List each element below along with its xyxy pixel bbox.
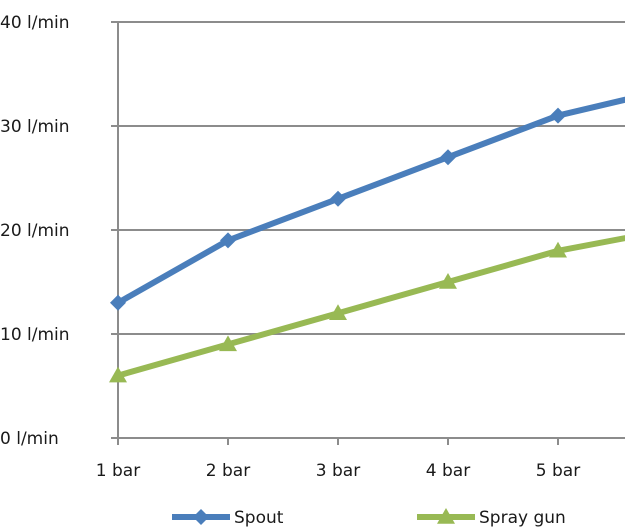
- series-spray-gun: [109, 235, 625, 383]
- legend-item: Spray gun: [417, 508, 566, 528]
- y-tick-label: 0 l/min: [0, 429, 59, 449]
- legend-item: Spout: [172, 508, 284, 528]
- legend-label: Spray gun: [479, 508, 566, 528]
- x-tick-label: 1 bar: [96, 461, 140, 481]
- data-point: [329, 304, 347, 320]
- legend-marker: [437, 508, 455, 524]
- y-tick-label: 20 l/min: [0, 221, 70, 241]
- data-point: [220, 232, 236, 249]
- gridlines: [118, 21, 625, 335]
- legend: Spout Spray gun: [172, 508, 566, 528]
- data-point: [549, 241, 567, 258]
- y-tick-label: 10 l/min: [0, 325, 70, 345]
- x-tick-label: 2 bar: [206, 461, 250, 481]
- data-point: [219, 335, 237, 352]
- data-point: [110, 294, 126, 311]
- series-layer: [109, 96, 625, 383]
- axes: [111, 21, 625, 445]
- series-spout: [110, 96, 625, 311]
- data-point: [439, 273, 457, 289]
- data-point: [550, 107, 566, 124]
- x-tick-label: 4 bar: [426, 461, 470, 481]
- legend-marker: [193, 509, 209, 525]
- y-axis-tick-labels: 0 l/min 10 l/min 20 l/min 30 l/min 40 l/min: [0, 13, 70, 449]
- y-tick-label: 40 l/min: [0, 13, 70, 33]
- y-tick-label: 30 l/min: [0, 117, 70, 137]
- series-line: [115, 96, 625, 306]
- legend-label: Spout: [234, 508, 284, 528]
- series-line: [115, 235, 625, 379]
- x-tick-label: 3 bar: [316, 461, 360, 481]
- x-tick-label: 5 bar: [536, 461, 580, 481]
- x-axis-tick-labels: 1 bar 2 bar 3 bar 4 bar 5 bar: [96, 461, 580, 481]
- data-point: [109, 366, 127, 383]
- data-point: [330, 190, 346, 207]
- data-point: [440, 149, 456, 166]
